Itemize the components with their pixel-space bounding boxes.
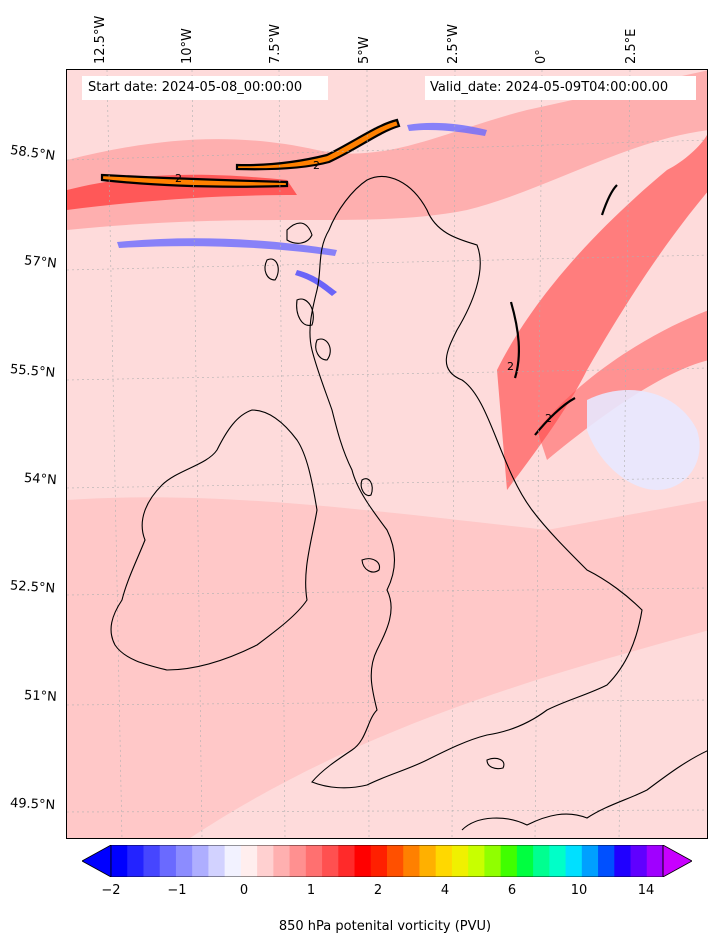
lat-label-55-5n: 55.5°N	[9, 362, 56, 381]
start-date-label: Start date: 2024-05-08_00:00:00	[82, 76, 328, 100]
ireland-coast	[110, 409, 318, 671]
field-east-swirl	[537, 310, 707, 460]
valid-date-label: Valid_date: 2024-05-09T04:00:00.00	[425, 76, 696, 100]
colorbar-swatch	[516, 845, 534, 877]
colorbar-swatch	[565, 845, 583, 877]
lon-label-0: 0°	[534, 49, 549, 64]
map-canvas: 2 2 2 2	[67, 70, 707, 838]
colorbar-swatch	[500, 845, 518, 877]
field-sw-band	[67, 497, 707, 838]
anglesey	[361, 558, 381, 573]
lon-label-7-5w: 7.5°W	[268, 23, 283, 64]
colorbar-tick-4: 4	[440, 883, 450, 898]
hebrides-4	[315, 338, 331, 361]
colorbar-swatch	[240, 845, 258, 877]
colorbar-swatch	[224, 845, 242, 877]
great-britain-coast	[309, 176, 643, 789]
pv-contour-west	[100, 173, 289, 188]
colorbar-swatch	[111, 845, 128, 877]
field-east-band	[497, 134, 707, 490]
colorbar-tick-0: 0	[239, 883, 249, 898]
colorbar-tick-1: 1	[306, 883, 316, 898]
pv-contour-east-1	[509, 301, 520, 379]
colorbar-swatch	[175, 845, 193, 877]
contour-label-4: 2	[545, 412, 552, 425]
isle-of-man	[360, 478, 373, 497]
lat-label-49-5n: 49.5°N	[9, 795, 56, 814]
lon-label-12-5w: 12.5°W	[93, 15, 108, 64]
colorbar-border	[110, 845, 664, 877]
colorbar-swatch	[630, 845, 648, 877]
pv-contour-east-2	[534, 397, 576, 436]
lat-label-58-5n: 58.5°N	[9, 142, 56, 165]
colorbar	[82, 845, 692, 877]
colorbar-swatch	[192, 845, 210, 877]
lat-label-51n: 51°N	[23, 688, 58, 705]
map-panel[interactable]: 2 2 2 2	[66, 69, 708, 839]
contour-label-1: 2	[175, 172, 182, 185]
pv-contour-ne	[600, 184, 618, 216]
colorbar-swatch	[581, 845, 599, 877]
contour-label-3: 2	[507, 360, 514, 373]
isle-of-wight	[486, 757, 505, 770]
hebrides-3	[296, 298, 314, 326]
lon-label-5w: 5°W	[357, 36, 372, 64]
colorbar-swatch	[370, 845, 388, 877]
colorbar-swatch	[273, 845, 291, 877]
lat-label-54n: 54°N	[23, 470, 58, 489]
colorbar-swatch	[468, 845, 486, 877]
lon-label-2-5e: 2.5°E	[624, 28, 639, 64]
france-coast	[461, 750, 707, 831]
colorbar-extend-low	[82, 845, 112, 877]
colorbar-tick-2: 2	[373, 883, 383, 898]
colorbar-tick-6: 6	[507, 883, 517, 898]
colorbar-label: 850 hPa potenital vorticity (PVU)	[278, 919, 492, 934]
colorbar-swatch	[403, 845, 421, 877]
colorbar-tick-14: 14	[637, 883, 655, 898]
field-blue-streak-2	[407, 122, 487, 136]
colorbar-swatch	[289, 845, 307, 877]
colorbar-tick-minus-2: −2	[101, 883, 121, 898]
colorbar-swatch	[435, 845, 453, 877]
field-north-sea-patch	[587, 390, 700, 490]
lon-label-2-5w: 2.5°W	[446, 23, 461, 64]
colorbar-tick-minus-1: −1	[167, 883, 187, 898]
colorbar-swatch	[549, 845, 567, 877]
contour-label-2: 2	[313, 159, 320, 172]
colorbar-swatch	[354, 845, 372, 877]
colorbar-swatch	[159, 845, 177, 877]
colorbar-swatch	[127, 845, 145, 877]
hebrides-2	[264, 258, 279, 281]
colorbar-swatch	[208, 845, 226, 877]
colorbar-swatch	[646, 845, 664, 877]
colorbar-extend-high	[662, 845, 692, 877]
hebrides-1	[286, 222, 313, 244]
field-blue-streak-1	[117, 238, 337, 256]
colorbar-swatch	[451, 845, 469, 877]
colorbar-swatch	[484, 845, 502, 877]
graticule	[67, 70, 707, 838]
colorbar-swatch	[322, 845, 339, 877]
lat-label-52-5n: 52.5°N	[9, 578, 56, 597]
colorbar-swatch	[419, 845, 437, 877]
lon-label-10w: 10°W	[180, 28, 195, 64]
field-blue-streak-3	[295, 270, 337, 296]
coastlines	[110, 176, 707, 831]
lat-label-57n: 57°N	[23, 253, 58, 272]
colorbar-swatch	[305, 845, 323, 877]
colorbar-swatch	[533, 845, 550, 877]
pv-contour-north	[235, 118, 401, 171]
colorbar-swatch	[143, 845, 161, 877]
colorbar-swatch	[598, 845, 615, 877]
colorbar-swatch	[614, 845, 632, 877]
colorbar-swatch	[387, 845, 404, 877]
colorbar-swatch	[338, 845, 356, 877]
colorbar-tick-10: 10	[570, 883, 588, 898]
colorbar-swatch	[257, 845, 274, 877]
